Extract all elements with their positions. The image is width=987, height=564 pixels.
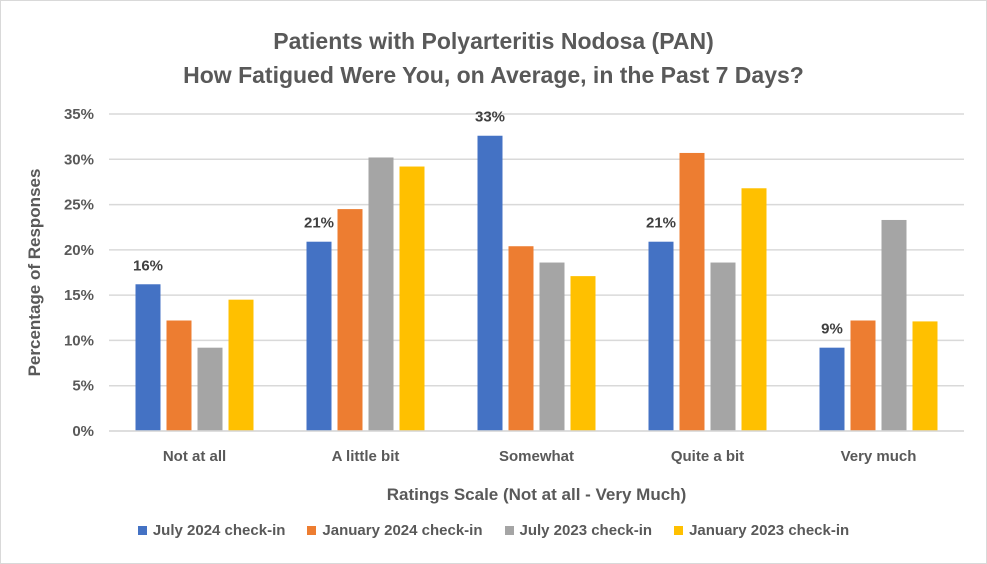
x-axis-title: Ratings Scale (Not at all - Very Much): [387, 485, 686, 504]
x-tick-label: Very much: [841, 448, 917, 465]
legend-label: January 2024 check-in: [322, 522, 483, 539]
bar: [337, 209, 363, 431]
bar: [881, 219, 907, 431]
legend-label: January 2023 check-in: [689, 522, 850, 539]
y-tick-label: 30%: [64, 151, 94, 168]
y-tick-label: 5%: [72, 378, 94, 395]
y-axis-title: Percentage of Responses: [25, 169, 44, 377]
y-tick-label: 10%: [64, 332, 94, 349]
bar: [197, 347, 223, 431]
bar: [850, 320, 876, 431]
chart-title-line-2: How Fatigued Were You, on Average, in th…: [183, 62, 804, 88]
bar: [539, 262, 565, 431]
legend-item: January 2024 check-in: [307, 522, 483, 539]
data-label: 33%: [475, 109, 505, 126]
bar: [679, 152, 705, 431]
bar: [648, 241, 674, 431]
bar: [741, 188, 767, 431]
data-label: 21%: [646, 215, 676, 232]
x-tick-label: Somewhat: [499, 448, 574, 465]
x-tick-label: Quite a bit: [671, 448, 744, 465]
legend: July 2024 check-in January 2024 check-in J…: [0, 522, 987, 539]
legend-label: July 2024 check-in: [152, 522, 286, 539]
data-label: 21%: [304, 215, 334, 232]
bar: [477, 135, 503, 432]
y-tick-label: 25%: [64, 197, 94, 214]
bar: [306, 241, 332, 431]
legend-swatch: [504, 526, 514, 535]
data-label: 16%: [133, 257, 163, 274]
legend-item: July 2023 check-in: [504, 522, 653, 539]
legend-swatch: [137, 526, 147, 535]
x-tick-label: A little bit: [332, 448, 400, 465]
bar: [710, 262, 736, 431]
legend-item: January 2023 check-in: [674, 522, 849, 539]
y-tick-label: 15%: [64, 287, 94, 304]
legend-label: July 2023 check-in: [519, 522, 653, 539]
legend-swatch: [307, 526, 317, 535]
bar: [166, 320, 192, 431]
bar: [570, 276, 596, 431]
y-tick-label: 0%: [72, 423, 94, 440]
legend-swatch: [674, 526, 684, 535]
bar: [912, 321, 938, 431]
bar: [508, 246, 534, 431]
bar: [135, 284, 161, 431]
bar: [368, 157, 394, 431]
bar: [399, 166, 425, 431]
chart-title-line-1: Patients with Polyarteritis Nodosa (PAN): [273, 28, 714, 54]
x-tick-label: Not at all: [163, 448, 226, 465]
y-tick-label: 35%: [64, 106, 94, 123]
bar: [228, 299, 254, 431]
data-label: 9%: [821, 321, 843, 338]
bar: [819, 347, 845, 431]
y-tick-label: 20%: [64, 242, 94, 259]
legend-item: July 2024 check-in: [137, 522, 286, 539]
